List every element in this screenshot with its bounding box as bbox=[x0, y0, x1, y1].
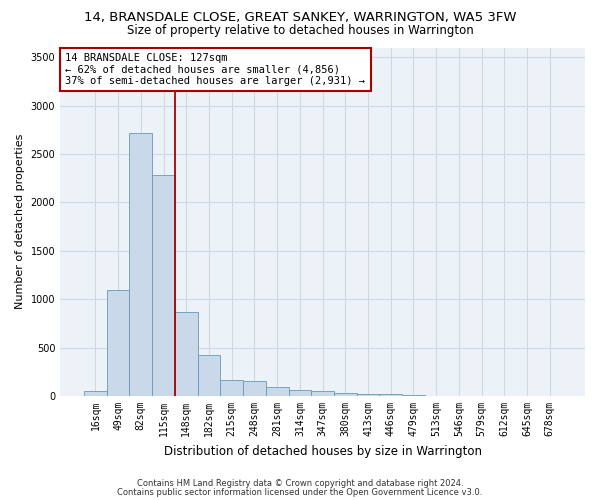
Text: 14 BRANSDALE CLOSE: 127sqm
← 62% of detached houses are smaller (4,856)
37% of s: 14 BRANSDALE CLOSE: 127sqm ← 62% of deta… bbox=[65, 52, 365, 86]
Y-axis label: Number of detached properties: Number of detached properties bbox=[15, 134, 25, 310]
Text: Size of property relative to detached houses in Warrington: Size of property relative to detached ho… bbox=[127, 24, 473, 37]
Bar bbox=[152, 176, 175, 396]
Text: 14, BRANSDALE CLOSE, GREAT SANKEY, WARRINGTON, WA5 3FW: 14, BRANSDALE CLOSE, GREAT SANKEY, WARRI… bbox=[84, 11, 516, 24]
Text: Contains public sector information licensed under the Open Government Licence v3: Contains public sector information licen… bbox=[118, 488, 482, 497]
Bar bbox=[334, 392, 356, 396]
Bar bbox=[289, 390, 311, 396]
Bar bbox=[220, 380, 243, 396]
Bar bbox=[379, 394, 402, 396]
Bar bbox=[356, 394, 379, 396]
Bar bbox=[107, 290, 130, 396]
Bar bbox=[175, 312, 197, 396]
Bar bbox=[130, 132, 152, 396]
Bar bbox=[266, 388, 289, 396]
Bar bbox=[243, 380, 266, 396]
Bar bbox=[311, 390, 334, 396]
Bar bbox=[197, 356, 220, 396]
X-axis label: Distribution of detached houses by size in Warrington: Distribution of detached houses by size … bbox=[164, 444, 482, 458]
Bar bbox=[402, 395, 425, 396]
Text: Contains HM Land Registry data © Crown copyright and database right 2024.: Contains HM Land Registry data © Crown c… bbox=[137, 479, 463, 488]
Bar bbox=[84, 390, 107, 396]
